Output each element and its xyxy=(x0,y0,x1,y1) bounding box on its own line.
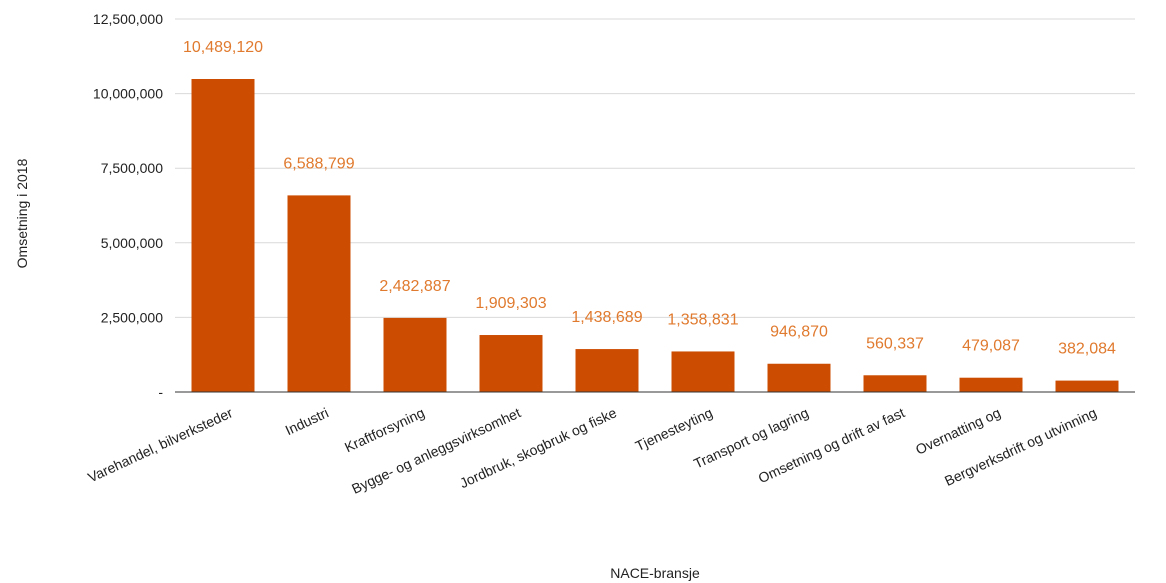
y-tick-label: 12,500,000 xyxy=(93,11,163,27)
data-labels: 10,489,120 6,588,799 2,482,887 1,909,303 1,4… xyxy=(183,39,1116,358)
y-tick-label: 2,500,000 xyxy=(101,309,163,325)
x-tick-label: Overnatting og xyxy=(913,404,1003,457)
bars xyxy=(191,79,1119,392)
data-label: 946,870 xyxy=(770,324,828,341)
x-tick-label: Bergverksdrift og utvinning xyxy=(942,404,1099,489)
bar xyxy=(767,363,831,392)
data-label: 479,087 xyxy=(962,338,1020,355)
x-tick-label: Varehandel, bilverksteder xyxy=(85,404,235,485)
x-tick-label: Kraftforsyning xyxy=(342,404,427,455)
y-axis-ticks: - 2,500,000 5,000,000 7,500,000 10,000,000 12… xyxy=(93,11,163,400)
y-axis-title: Omsetning i 2018 xyxy=(14,158,30,268)
data-label: 6,588,799 xyxy=(283,155,354,172)
x-axis-title: NACE-bransje xyxy=(610,565,700,581)
data-label: 1,438,689 xyxy=(571,309,642,326)
x-tick-label: Industri xyxy=(283,404,331,438)
data-label: 560,337 xyxy=(866,335,924,352)
bar xyxy=(863,375,927,392)
data-label: 1,909,303 xyxy=(475,295,546,312)
y-tick-label: 5,000,000 xyxy=(101,235,163,251)
bar xyxy=(575,349,639,392)
bar xyxy=(191,79,255,392)
x-tick-label: Tjenesteyting xyxy=(633,404,715,454)
x-tick-label: Jordbruk, skogbruk og fiske xyxy=(457,404,619,491)
y-tick-label: - xyxy=(158,384,163,400)
bar xyxy=(671,351,735,392)
x-tick-label: Bygge- og anleggsvirksomhet xyxy=(349,404,523,496)
bar xyxy=(479,335,543,392)
y-tick-label: 7,500,000 xyxy=(101,160,163,176)
data-label: 10,489,120 xyxy=(183,39,263,56)
data-label: 1,358,831 xyxy=(667,311,738,328)
bar xyxy=(383,317,447,392)
bar xyxy=(1055,380,1119,392)
x-axis-ticks: Varehandel, bilverksteder Industri Kraftfo… xyxy=(85,404,1099,497)
y-tick-label: 10,000,000 xyxy=(93,86,163,102)
data-label: 2,482,887 xyxy=(379,278,450,295)
data-label: 382,084 xyxy=(1058,341,1116,358)
bar xyxy=(287,195,351,392)
bar xyxy=(959,377,1023,392)
